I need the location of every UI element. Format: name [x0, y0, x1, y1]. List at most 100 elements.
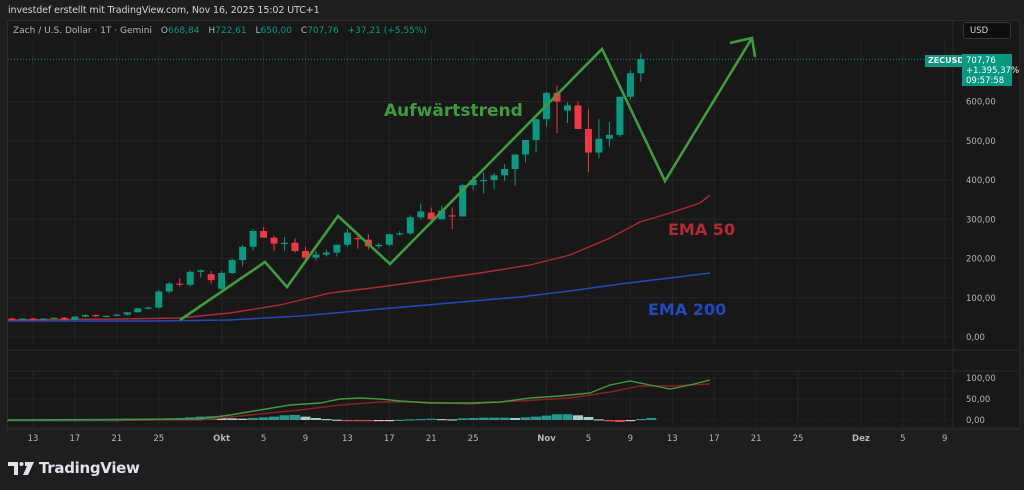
osc-histogram-bar	[531, 416, 542, 420]
candle-up	[228, 260, 236, 274]
candle-up	[406, 217, 414, 234]
osc-histogram-bar	[216, 417, 227, 420]
annotation-ema-50[interactable]: EMA 50	[668, 220, 735, 239]
tradingview-brand: TradingView	[39, 459, 140, 477]
candle-down	[448, 215, 456, 217]
time-axis-label: 9	[942, 434, 947, 444]
candle-up	[375, 244, 383, 247]
osc-histogram-bar	[363, 420, 374, 422]
candle-up	[522, 139, 530, 155]
candle-up	[532, 119, 540, 140]
candle-up	[605, 134, 613, 139]
osc-histogram-bar	[593, 419, 604, 421]
candle-up	[343, 232, 351, 245]
annotation-ema-200[interactable]: EMA 200	[648, 300, 726, 319]
candle-down	[553, 92, 561, 102]
osc-histogram-bar	[583, 416, 594, 420]
osc-histogram-bar	[478, 417, 489, 420]
symbol-description[interactable]: Zach / U.S. Dollar · 1T · Gemini	[13, 26, 152, 36]
chart-frame[interactable]	[7, 20, 1020, 430]
trend-arrow-head-icon	[729, 36, 757, 58]
osc-histogram-bar	[394, 419, 405, 421]
symbol-legend: Zach / U.S. Dollar · 1T · Gemini O668,84…	[13, 26, 427, 36]
price-axis-label: 600,00	[966, 98, 996, 108]
time-axis-label: 13	[667, 434, 678, 444]
osc-histogram-bar	[426, 418, 437, 420]
osc-histogram-bar	[248, 417, 259, 420]
candle-up	[39, 318, 47, 320]
currency-selector[interactable]: USD	[963, 22, 1011, 39]
osc-histogram-bar	[269, 416, 280, 420]
osc-histogram-bar	[415, 418, 426, 421]
candle-up	[438, 210, 446, 220]
candle-up	[396, 233, 404, 235]
time-axis-label: 25	[793, 434, 804, 444]
candle-up	[218, 273, 226, 289]
time-axis-label: 25	[153, 434, 164, 444]
candle-up	[322, 252, 330, 255]
osc-histogram-bar	[436, 418, 447, 421]
candle-up	[155, 291, 163, 308]
candle-up	[50, 317, 58, 319]
candle-up	[511, 154, 519, 170]
candle-down	[301, 251, 309, 258]
candle-up	[626, 73, 634, 97]
price-axis-label: 200,00	[966, 255, 996, 265]
last-price: 707,76	[966, 56, 996, 66]
candle-up	[490, 175, 498, 180]
time-axis-label: 21	[426, 434, 437, 444]
candle-down	[176, 283, 184, 285]
annotation-aufwaertstrend[interactable]: Aufwärtstrend	[384, 101, 523, 121]
tradingview-logo[interactable]: TradingView	[8, 459, 140, 477]
candle-up	[113, 314, 121, 316]
osc-histogram-bar	[279, 415, 290, 420]
candle-up	[501, 169, 509, 176]
osc-histogram-bar	[331, 419, 342, 421]
time-axis-label: Dez	[852, 434, 870, 444]
price-axis-label: 300,00	[966, 215, 996, 225]
candle-down	[574, 105, 582, 129]
candle-up	[417, 211, 425, 218]
candle-down	[354, 238, 362, 240]
symbol-price-tag: ZECUSD	[925, 55, 968, 67]
bar-countdown: 09:57:58	[966, 76, 1005, 86]
osc-histogram-bar	[625, 420, 636, 422]
candle-up	[144, 307, 152, 309]
osc-histogram-bar	[614, 420, 625, 423]
open-value: 668,84	[167, 26, 200, 36]
candle-up	[616, 96, 624, 135]
close-value: 707,76	[307, 26, 339, 36]
osc-axis-label: 0,00	[966, 416, 985, 426]
time-axis-label: 25	[468, 434, 479, 444]
osc-axis-label: 100,00	[966, 374, 996, 384]
osc-histogram-bar	[321, 418, 332, 421]
candle-up	[134, 308, 142, 313]
candle-up	[102, 315, 110, 318]
candle-down	[270, 237, 278, 244]
candle-up	[165, 283, 173, 292]
candle-down	[427, 212, 435, 220]
candle-up	[637, 59, 645, 74]
time-axis-label: 13	[28, 434, 39, 444]
price-axis-label: 500,00	[966, 137, 996, 147]
price-axis-label: 100,00	[966, 294, 996, 304]
osc-histogram-bar	[520, 417, 531, 420]
price-change-pct: +1.395,37%	[966, 66, 1020, 76]
osc-histogram-bar	[552, 414, 562, 420]
osc-axis-label: 50,00	[966, 395, 990, 405]
uptrend-drawing	[179, 37, 754, 322]
candle-up	[563, 105, 571, 111]
osc-histogram-bar	[290, 414, 300, 420]
candle-up	[469, 180, 477, 186]
time-axis-label: 17	[709, 434, 720, 444]
oscillator-fast-line	[7, 379, 711, 421]
candle-up	[71, 316, 79, 320]
time-axis-label: 5	[586, 434, 591, 444]
osc-histogram-bar	[300, 416, 311, 420]
candle-up	[239, 246, 247, 261]
candle-down	[584, 128, 592, 153]
osc-histogram-bar	[604, 420, 615, 422]
candle-down	[8, 318, 16, 320]
candle-up	[385, 234, 393, 245]
